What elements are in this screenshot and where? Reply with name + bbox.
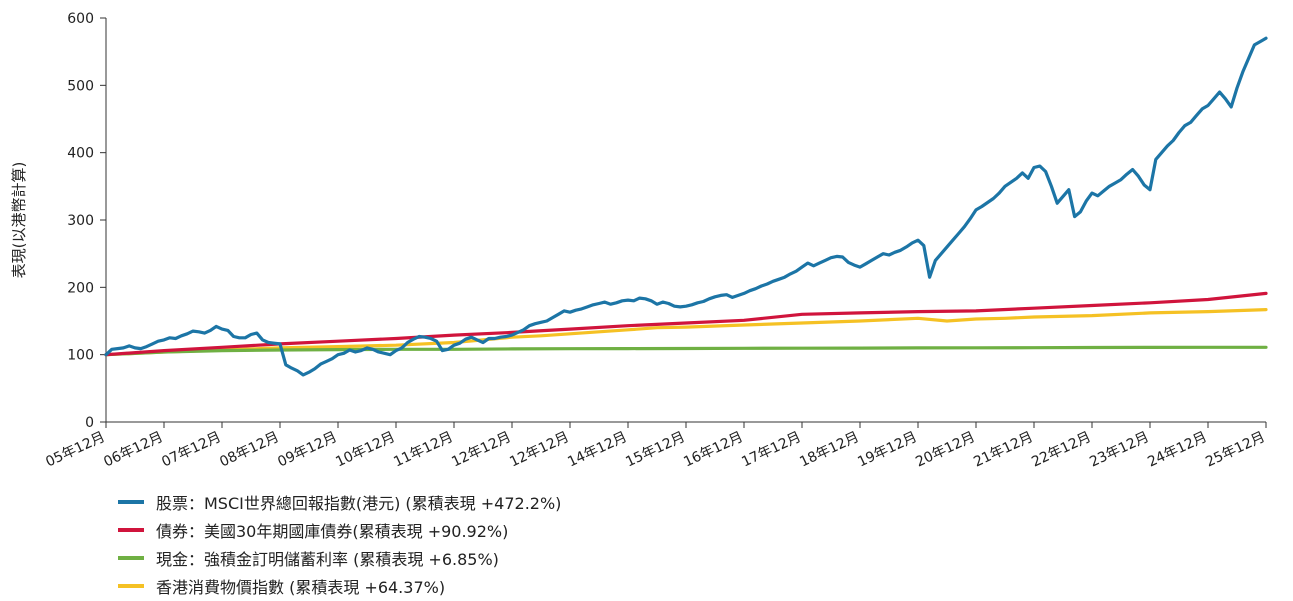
x-tick-label: 15年12月: [623, 429, 687, 470]
x-tick-label: 12年12月: [507, 429, 571, 470]
x-tick-label: 21年12月: [971, 429, 1035, 470]
legend: 股票：MSCI世界總回報指數(港元) (累積表現 +472.2%) 債券：美國3…: [118, 488, 561, 600]
y-tick-label: 100: [67, 348, 94, 364]
y-tick-label: 400: [67, 146, 94, 162]
legend-swatch-bonds: [118, 528, 144, 532]
y-tick-label: 300: [67, 213, 94, 229]
legend-label-stocks: 股票：MSCI世界總回報指數(港元) (累積表現 +472.2%): [156, 494, 562, 513]
series-line-cash: [104, 345, 1268, 357]
y-axis-title: 表現(以港幣計算): [10, 162, 28, 279]
legend-item-cash: 現金：強積金訂明儲蓄利率 (累積表現 +6.85%): [118, 544, 561, 572]
series-line-bonds: [104, 291, 1268, 357]
axes: 0 100 200 300 400 500 600 05年12月06年12月07年12月08年…: [43, 11, 1267, 471]
x-tick-label: 10年12月: [333, 429, 397, 470]
y-tick-label: 500: [67, 78, 94, 94]
series-line-cpi: [104, 308, 1268, 357]
y-tick-label: 600: [67, 11, 94, 27]
y-tick-label: 200: [67, 280, 94, 296]
legend-swatch-cpi: [118, 584, 144, 588]
x-tick-label: 09年12月: [275, 429, 339, 470]
legend-label-cash: 現金：強積金訂明儲蓄利率 (累積表現 +6.85%): [156, 550, 499, 569]
x-tick-label: 07年12月: [159, 429, 223, 470]
y-tick-label: 0: [85, 415, 94, 431]
x-tick-label: 05年12月: [43, 429, 107, 470]
legend-item-stocks: 股票：MSCI世界總回報指數(港元) (累積表現 +472.2%): [118, 488, 561, 516]
legend-swatch-cash: [118, 556, 144, 560]
x-tick-label: 22年12月: [1029, 429, 1093, 470]
x-tick-label: 14年12月: [565, 429, 629, 470]
x-tick-label: 18年12月: [797, 429, 861, 470]
x-tick-label: 17年12月: [739, 429, 803, 470]
series-lines: [104, 36, 1268, 377]
x-tick-label: 08年12月: [217, 429, 281, 470]
legend-item-cpi: 香港消費物價指數 (累積表現 +64.37%): [118, 572, 561, 600]
x-tick-label: 12年12月: [449, 429, 513, 470]
legend-swatch-stocks: [118, 500, 144, 504]
x-tick-label: 16年12月: [681, 429, 745, 470]
x-tick-label: 24年12月: [1145, 429, 1209, 470]
x-tick-label: 11年12月: [391, 429, 455, 470]
x-tick-label: 25年12月: [1203, 429, 1267, 470]
x-tick-label: 23年12月: [1087, 429, 1151, 470]
series-line-stocks: [104, 36, 1268, 377]
y-axis-label: 表現(以港幣計算): [10, 162, 28, 279]
legend-label-bonds: 債券：美國30年期國庫債券(累積表現 +90.92%): [156, 522, 509, 541]
legend-label-cpi: 香港消費物價指數 (累積表現 +64.37%): [156, 578, 446, 597]
legend-item-bonds: 債券：美國30年期國庫債券(累積表現 +90.92%): [118, 516, 561, 544]
x-tick-label: 06年12月: [101, 429, 165, 470]
x-tick-label: 19年12月: [855, 429, 919, 470]
x-tick-label: 20年12月: [913, 429, 977, 470]
